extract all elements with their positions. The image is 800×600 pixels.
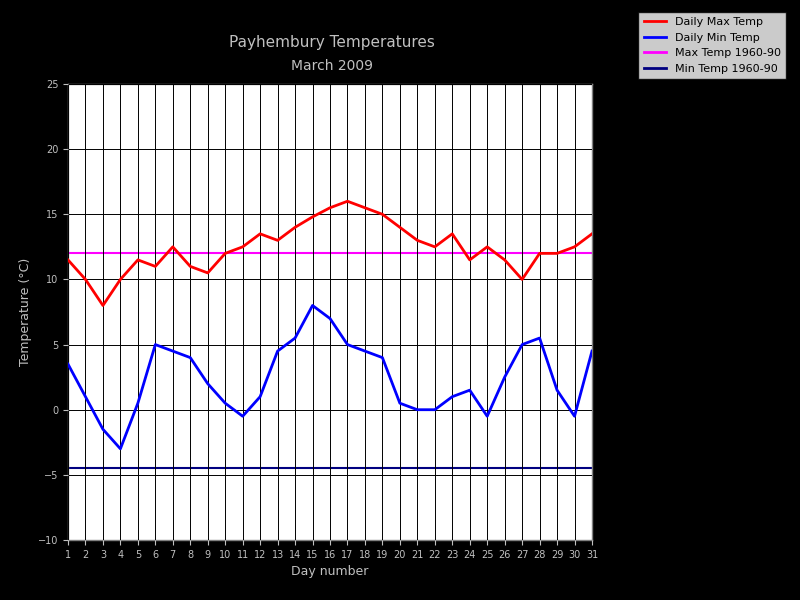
Text: March 2009: March 2009 bbox=[291, 59, 373, 73]
Daily Min Temp bbox=[534, 334, 544, 341]
Daily Max Temp bbox=[63, 256, 73, 263]
Daily Max Temp bbox=[203, 269, 213, 277]
Daily Min Temp bbox=[98, 425, 108, 433]
Daily Min Temp bbox=[220, 400, 230, 407]
Daily Max Temp bbox=[133, 256, 142, 263]
Daily Max Temp bbox=[360, 204, 370, 211]
Text: Payhembury Temperatures: Payhembury Temperatures bbox=[229, 34, 435, 49]
Daily Max Temp bbox=[518, 276, 527, 283]
Daily Min Temp bbox=[81, 393, 90, 400]
Daily Min Temp bbox=[168, 347, 178, 355]
Daily Max Temp bbox=[552, 250, 562, 257]
Daily Min Temp bbox=[570, 413, 579, 420]
Daily Max Temp bbox=[168, 243, 178, 250]
Daily Max Temp bbox=[465, 256, 474, 263]
Daily Min Temp bbox=[255, 393, 265, 400]
Daily Min Temp bbox=[500, 374, 510, 381]
Min Temp 1960-90 bbox=[46, 465, 55, 472]
Daily Max Temp bbox=[220, 250, 230, 257]
Daily Max Temp bbox=[238, 243, 247, 250]
Daily Min Temp bbox=[203, 380, 213, 387]
Line: Daily Max Temp: Daily Max Temp bbox=[68, 201, 592, 305]
Daily Min Temp bbox=[186, 354, 195, 361]
Daily Min Temp bbox=[360, 347, 370, 355]
Daily Min Temp bbox=[342, 341, 352, 348]
Daily Max Temp bbox=[150, 263, 160, 270]
Daily Max Temp bbox=[290, 224, 300, 231]
Daily Min Temp bbox=[413, 406, 422, 413]
Max Temp 1960-90 bbox=[63, 250, 73, 257]
Daily Max Temp bbox=[273, 237, 282, 244]
Y-axis label: Temperature (°C): Temperature (°C) bbox=[19, 258, 32, 366]
Daily Max Temp bbox=[587, 230, 597, 238]
Max Temp 1960-90 bbox=[46, 250, 55, 257]
Daily Min Temp bbox=[430, 406, 440, 413]
Daily Max Temp bbox=[342, 197, 352, 205]
Daily Max Temp bbox=[378, 211, 387, 218]
Daily Min Temp bbox=[63, 361, 73, 368]
Daily Max Temp bbox=[413, 237, 422, 244]
Daily Max Temp bbox=[482, 243, 492, 250]
Daily Max Temp bbox=[500, 256, 510, 263]
Daily Min Temp bbox=[133, 400, 142, 407]
Daily Min Temp bbox=[518, 341, 527, 348]
Daily Min Temp bbox=[378, 354, 387, 361]
Daily Min Temp bbox=[290, 334, 300, 341]
Daily Min Temp bbox=[115, 445, 125, 452]
Daily Min Temp bbox=[273, 347, 282, 355]
Daily Min Temp bbox=[587, 347, 597, 355]
Daily Min Temp bbox=[482, 413, 492, 420]
Daily Min Temp bbox=[447, 393, 457, 400]
Daily Max Temp bbox=[308, 213, 318, 220]
Daily Min Temp bbox=[465, 386, 474, 394]
Daily Min Temp bbox=[308, 302, 318, 309]
Daily Max Temp bbox=[325, 204, 335, 211]
Daily Max Temp bbox=[81, 276, 90, 283]
Daily Max Temp bbox=[570, 243, 579, 250]
Daily Min Temp bbox=[150, 341, 160, 348]
Daily Max Temp bbox=[447, 230, 457, 238]
X-axis label: Day number: Day number bbox=[291, 565, 369, 578]
Min Temp 1960-90 bbox=[63, 465, 73, 472]
Daily Min Temp bbox=[395, 400, 405, 407]
Daily Min Temp bbox=[238, 413, 247, 420]
Daily Min Temp bbox=[552, 386, 562, 394]
Daily Max Temp bbox=[115, 276, 125, 283]
Daily Max Temp bbox=[430, 243, 440, 250]
Daily Max Temp bbox=[186, 263, 195, 270]
Daily Max Temp bbox=[395, 224, 405, 231]
Daily Min Temp bbox=[325, 315, 335, 322]
Daily Max Temp bbox=[98, 302, 108, 309]
Daily Max Temp bbox=[534, 250, 544, 257]
Line: Daily Min Temp: Daily Min Temp bbox=[68, 305, 592, 449]
Daily Max Temp bbox=[255, 230, 265, 238]
Legend: Daily Max Temp, Daily Min Temp, Max Temp 1960-90, Min Temp 1960-90: Daily Max Temp, Daily Min Temp, Max Temp… bbox=[638, 11, 786, 79]
